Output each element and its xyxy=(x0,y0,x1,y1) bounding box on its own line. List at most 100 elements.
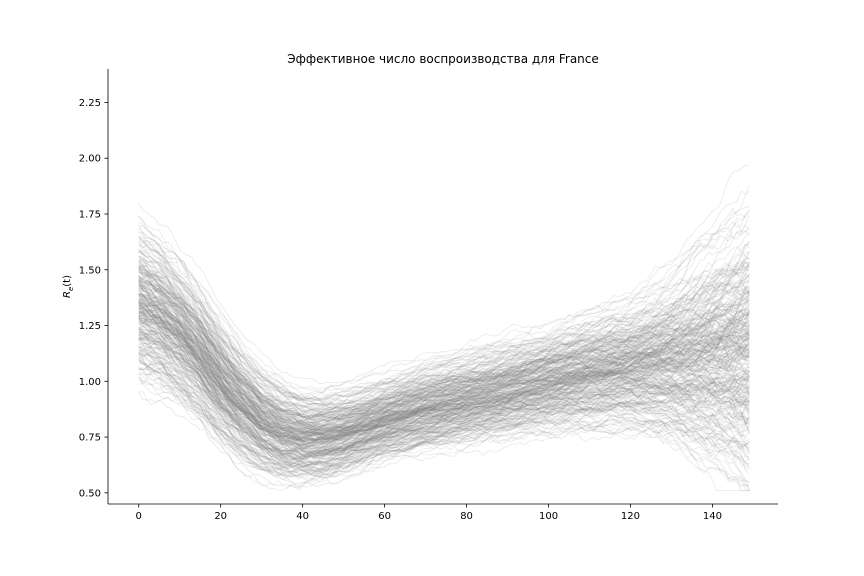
trajectory-line xyxy=(138,305,750,444)
trajectory-line xyxy=(138,346,750,472)
trajectory-line xyxy=(138,300,750,440)
trajectory-line xyxy=(138,302,750,445)
trajectory-line xyxy=(138,206,750,389)
trajectory-line xyxy=(138,276,750,418)
x-tick-label: 60 xyxy=(378,511,391,522)
trajectory-line xyxy=(138,377,750,491)
trajectory-line xyxy=(138,320,750,454)
trajectory-line xyxy=(138,391,750,487)
trajectory-line xyxy=(138,313,750,447)
trajectory-line xyxy=(138,298,750,441)
trajectory-line xyxy=(138,311,750,447)
trajectory-line xyxy=(138,264,750,415)
trajectory-line xyxy=(138,334,750,467)
trajectory-line xyxy=(138,261,750,420)
trajectory-line xyxy=(138,350,750,475)
trajectory-line xyxy=(138,326,750,457)
trajectory-line xyxy=(138,258,750,407)
trajectory-line xyxy=(138,372,750,492)
trajectory-line xyxy=(138,339,750,464)
y-axis-label-sub: e xyxy=(67,287,75,291)
trajectory-line xyxy=(138,291,750,433)
trajectory-line xyxy=(138,283,750,434)
trajectory-line xyxy=(138,383,750,492)
trajectory-line xyxy=(138,256,750,413)
trajectory-line xyxy=(138,280,750,430)
trajectory-line xyxy=(138,324,750,459)
trajectory-line xyxy=(138,317,750,443)
trajectory-line xyxy=(138,333,750,461)
trajectory-line xyxy=(138,262,750,416)
axes-group: 0 20 40 60 80 100 120 140 0.50 0.75 1.00 1.25 1.50 1… xyxy=(79,69,778,522)
trajectory-line xyxy=(138,277,750,426)
trajectory-line xyxy=(138,290,750,428)
trajectory-group xyxy=(138,164,750,492)
trajectory-line xyxy=(138,287,750,435)
trajectory-line xyxy=(138,276,750,431)
trajectory-line xyxy=(138,359,750,472)
trajectory-line xyxy=(138,295,750,435)
trajectory-line xyxy=(138,275,750,423)
trajectory-line xyxy=(138,207,750,407)
trajectory-line xyxy=(138,299,750,438)
trajectory-line xyxy=(138,307,750,445)
trajectory-line xyxy=(138,274,750,428)
y-tick-label: 1.50 xyxy=(79,265,101,276)
trajectory-line xyxy=(138,265,750,418)
trajectory-line xyxy=(138,293,750,436)
trajectory-line xyxy=(138,309,750,449)
trajectory-line xyxy=(138,251,750,410)
trajectory-line xyxy=(138,317,750,447)
trajectory-line xyxy=(138,325,750,458)
trajectory-line xyxy=(138,225,750,402)
trajectory-line xyxy=(138,266,750,424)
trajectory-line xyxy=(138,306,750,447)
trajectory-line xyxy=(138,286,750,438)
trajectory-line xyxy=(138,328,750,455)
trajectory-line xyxy=(138,307,750,438)
y-axis-label-main: R xyxy=(62,291,73,298)
trajectory-line xyxy=(138,305,750,449)
trajectory-line xyxy=(138,369,750,478)
trajectory-line xyxy=(138,249,750,413)
trajectory-line xyxy=(138,276,750,419)
trajectory-line xyxy=(138,291,750,440)
trajectory-line xyxy=(138,276,750,430)
trajectory-line xyxy=(138,260,750,419)
trajectory-line xyxy=(138,265,750,429)
trajectory-line xyxy=(138,301,750,445)
trajectory-line xyxy=(138,283,750,432)
trajectory-line xyxy=(138,353,750,467)
trajectory-line xyxy=(138,299,750,437)
trajectory-line xyxy=(138,240,750,420)
trajectory-line xyxy=(138,244,750,411)
trajectory-line xyxy=(138,297,750,435)
trajectory-line xyxy=(138,328,750,457)
trajectory-line xyxy=(138,360,750,471)
trajectory-line xyxy=(138,310,750,447)
trajectory-line xyxy=(138,284,750,434)
trajectory-line xyxy=(138,318,750,443)
trajectory-line xyxy=(138,320,750,454)
trajectory-line xyxy=(138,225,750,392)
x-tick-label: 20 xyxy=(214,511,227,522)
trajectory-line xyxy=(138,368,750,476)
trajectory-line xyxy=(138,347,750,465)
trajectory-line xyxy=(138,352,750,487)
trajectory-line xyxy=(138,296,750,442)
trajectory-line xyxy=(138,316,750,443)
trajectory-line xyxy=(138,299,750,437)
trajectory-line xyxy=(138,230,750,418)
trajectory-line xyxy=(138,345,750,467)
trajectory-line xyxy=(138,326,750,454)
trajectory-line xyxy=(138,289,750,432)
trajectory-line xyxy=(138,268,750,420)
trajectory-line xyxy=(138,327,750,461)
trajectory-line xyxy=(138,271,750,428)
trajectory-line xyxy=(138,340,750,465)
trajectory-line xyxy=(138,349,750,471)
x-tick-label: 80 xyxy=(460,511,473,522)
trajectory-line xyxy=(138,284,750,434)
